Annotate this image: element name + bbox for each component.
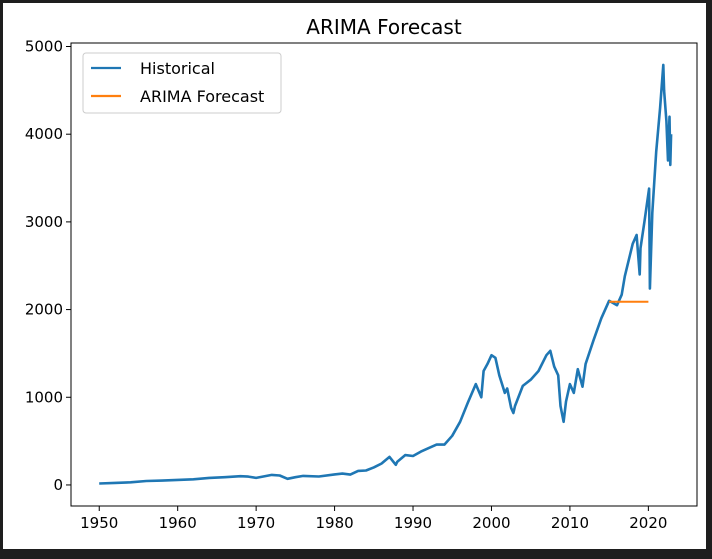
axis-ticks: 1950 1960 1970 1980 1990 2000 2010 2020 0 1000 200… bbox=[25, 38, 668, 532]
legend-historical-label: Historical bbox=[140, 59, 215, 78]
x-tick-label: 2010 bbox=[551, 514, 589, 532]
x-tick-label: 1980 bbox=[315, 514, 353, 532]
x-tick-label: 1970 bbox=[237, 514, 275, 532]
x-tick-label: 2000 bbox=[472, 514, 510, 532]
x-tick-label: 1950 bbox=[80, 514, 118, 532]
y-tick-label: 5000 bbox=[25, 38, 63, 56]
legend-box bbox=[82, 52, 282, 114]
y-tick-label: 1000 bbox=[25, 388, 63, 406]
plot-area bbox=[70, 42, 698, 507]
legend: Historical ARIMA Forecast bbox=[82, 52, 282, 114]
chart-title: ARIMA Forecast bbox=[306, 15, 462, 39]
y-tick-label: 4000 bbox=[25, 125, 63, 143]
y-tick-label: 2000 bbox=[25, 301, 63, 319]
y-tick-label: 3000 bbox=[25, 213, 63, 231]
x-tick-label: 1960 bbox=[159, 514, 197, 532]
x-tick-label: 1990 bbox=[394, 514, 432, 532]
series-line-historical bbox=[99, 63, 673, 485]
x-tick-label: 2020 bbox=[629, 514, 667, 532]
legend-forecast-label: ARIMA Forecast bbox=[140, 87, 264, 106]
series-lines bbox=[99, 63, 673, 485]
y-tick-label: 0 bbox=[53, 476, 63, 494]
figure-canvas: ARIMA Forecast 1950 1960 1970 1980 1990 2000 2… bbox=[3, 3, 706, 549]
line-chart: ARIMA Forecast 1950 1960 1970 1980 1990 2000 2… bbox=[25, 15, 698, 532]
